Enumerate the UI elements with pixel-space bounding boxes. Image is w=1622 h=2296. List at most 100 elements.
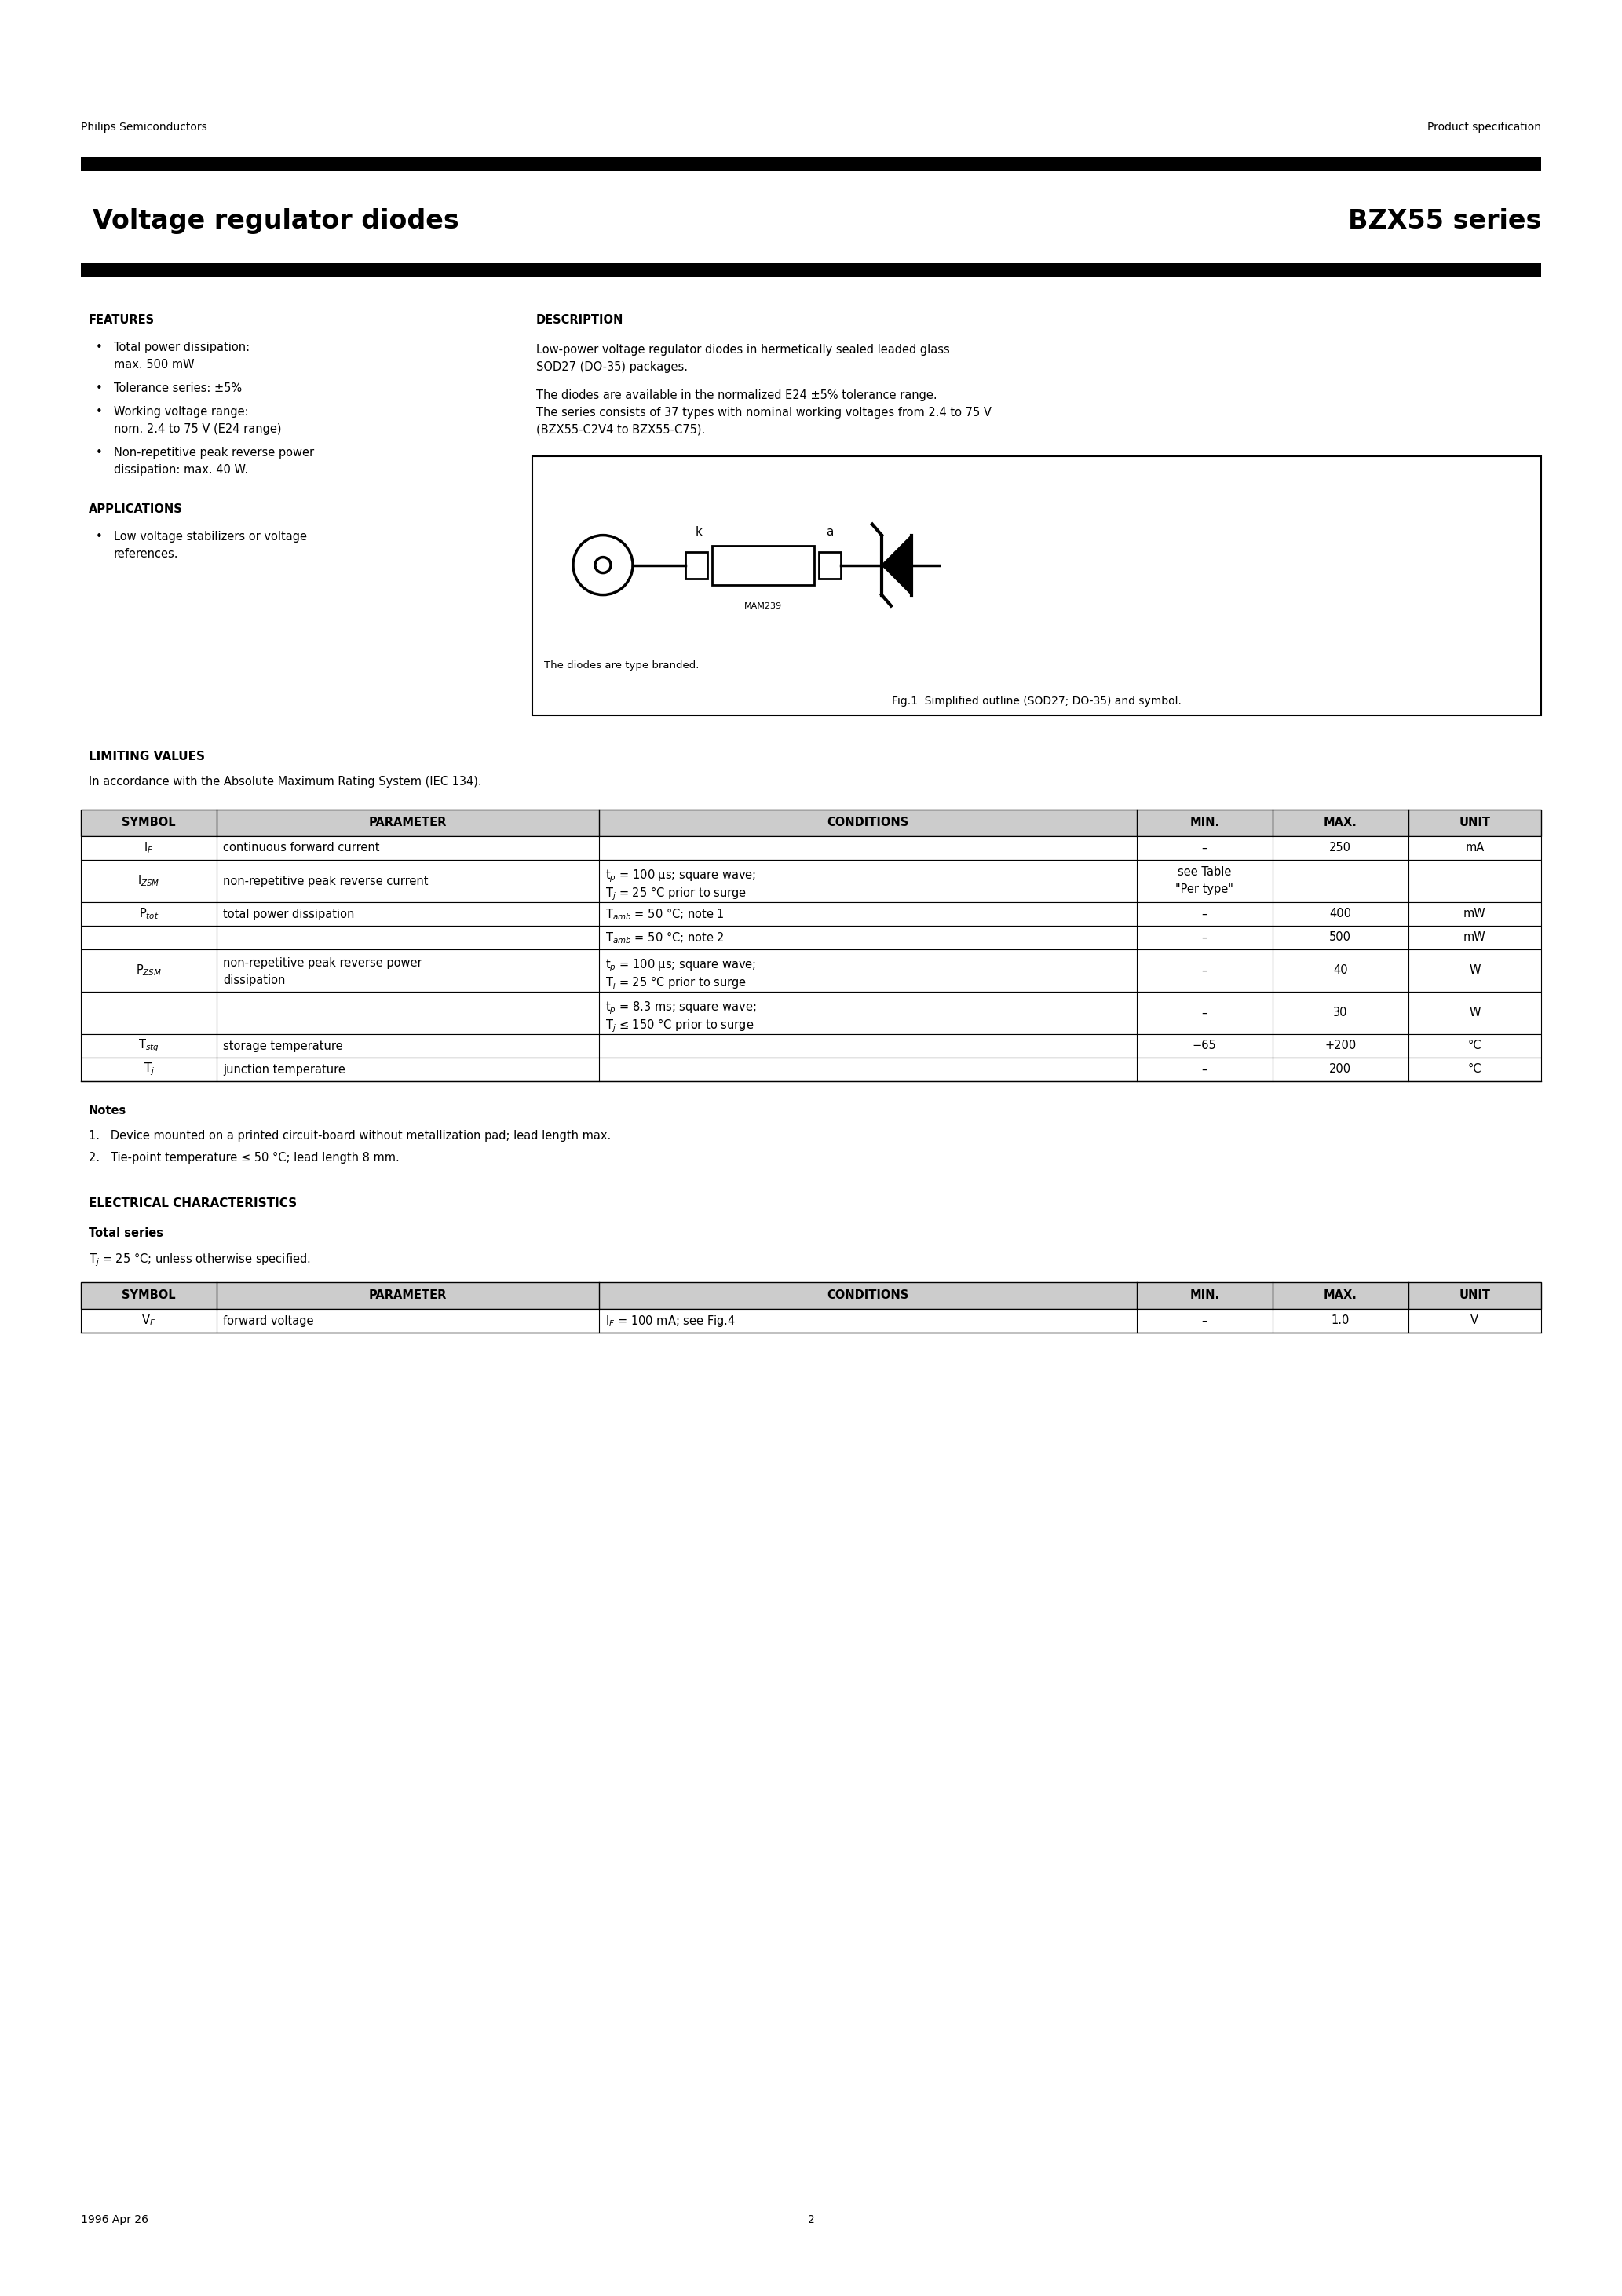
- Text: BZX55 series: BZX55 series: [1348, 209, 1541, 234]
- Bar: [686, 551, 707, 579]
- Text: PARAMETER: PARAMETER: [368, 817, 448, 829]
- Text: I$_{ZSM}$: I$_{ZSM}$: [138, 875, 161, 889]
- Text: k: k: [696, 526, 702, 537]
- Text: 400: 400: [1330, 909, 1351, 921]
- Text: W: W: [1470, 964, 1481, 976]
- Text: 1.0: 1.0: [1332, 1316, 1350, 1327]
- Text: •: •: [96, 383, 102, 395]
- Text: –: –: [1202, 909, 1207, 921]
- Bar: [81, 925, 1541, 948]
- Text: Non-repetitive peak reverse power: Non-repetitive peak reverse power: [114, 448, 315, 459]
- Text: PARAMETER: PARAMETER: [368, 1290, 448, 1302]
- Text: a: a: [826, 526, 834, 537]
- Text: The series consists of 37 types with nominal working voltages from 2.4 to 75 V: The series consists of 37 types with nom…: [537, 406, 991, 418]
- Text: Working voltage range:: Working voltage range:: [114, 406, 248, 418]
- Text: forward voltage: forward voltage: [222, 1316, 313, 1327]
- Text: MIN.: MIN.: [1189, 1290, 1220, 1302]
- Text: V$_F$: V$_F$: [141, 1313, 156, 1327]
- Text: −65: −65: [1192, 1040, 1216, 1052]
- Text: storage temperature: storage temperature: [222, 1040, 342, 1052]
- Text: MAX.: MAX.: [1324, 817, 1358, 829]
- Text: non-repetitive peak reverse power: non-repetitive peak reverse power: [222, 957, 422, 969]
- Text: 2: 2: [808, 2213, 814, 2225]
- Text: MIN.: MIN.: [1189, 817, 1220, 829]
- Text: t$_p$ = 100 μs; square wave;: t$_p$ = 100 μs; square wave;: [605, 868, 756, 884]
- Text: (BZX55-C2V4 to BZX55-C75).: (BZX55-C2V4 to BZX55-C75).: [537, 425, 706, 436]
- Text: In accordance with the Absolute Maximum Rating System (IEC 134).: In accordance with the Absolute Maximum …: [89, 776, 482, 788]
- Text: mW: mW: [1463, 909, 1486, 921]
- Bar: [81, 992, 1541, 1033]
- Bar: [81, 836, 1541, 859]
- Text: 1996 Apr 26: 1996 Apr 26: [81, 2213, 148, 2225]
- Text: W: W: [1470, 1008, 1481, 1019]
- Bar: [81, 1309, 1541, 1332]
- Text: UNIT: UNIT: [1460, 817, 1491, 829]
- Bar: [81, 948, 1541, 992]
- Text: mA: mA: [1465, 843, 1484, 854]
- Text: junction temperature: junction temperature: [222, 1063, 345, 1075]
- Text: max. 500 mW: max. 500 mW: [114, 358, 195, 370]
- Bar: [81, 810, 1541, 836]
- Text: UNIT: UNIT: [1460, 1290, 1491, 1302]
- Text: The diodes are type branded.: The diodes are type branded.: [543, 661, 699, 670]
- Text: 250: 250: [1330, 843, 1351, 854]
- Bar: [81, 1033, 1541, 1058]
- Text: MAM239: MAM239: [744, 602, 782, 611]
- Bar: [81, 859, 1541, 902]
- Text: Low-power voltage regulator diodes in hermetically sealed leaded glass: Low-power voltage regulator diodes in he…: [537, 344, 950, 356]
- Text: –: –: [1202, 932, 1207, 944]
- Text: Product specification: Product specification: [1427, 122, 1541, 133]
- Text: non-repetitive peak reverse current: non-repetitive peak reverse current: [222, 875, 428, 886]
- Text: T$_j$ ≤ 150 °C prior to surge: T$_j$ ≤ 150 °C prior to surge: [605, 1017, 754, 1033]
- Text: see Table: see Table: [1178, 866, 1231, 877]
- Text: Total series: Total series: [89, 1228, 164, 1240]
- Text: T$_{amb}$ = 50 °C; note 2: T$_{amb}$ = 50 °C; note 2: [605, 930, 725, 946]
- Text: dissipation: dissipation: [222, 974, 285, 987]
- Text: "Per type": "Per type": [1176, 884, 1234, 895]
- Text: P$_{ZSM}$: P$_{ZSM}$: [136, 964, 162, 978]
- Text: LIMITING VALUES: LIMITING VALUES: [89, 751, 204, 762]
- Text: SOD27 (DO-35) packages.: SOD27 (DO-35) packages.: [537, 360, 688, 372]
- Bar: [81, 264, 1541, 278]
- Text: continuous forward current: continuous forward current: [222, 843, 380, 854]
- Text: °C: °C: [1468, 1063, 1481, 1075]
- Bar: [81, 1281, 1541, 1309]
- Text: 1.   Device mounted on a printed circuit-board without metallization pad; lead l: 1. Device mounted on a printed circuit-b…: [89, 1130, 611, 1141]
- Text: •: •: [96, 406, 102, 418]
- Text: I$_F$: I$_F$: [144, 840, 154, 856]
- Bar: [712, 546, 814, 585]
- Text: total power dissipation: total power dissipation: [222, 909, 354, 921]
- Text: MAX.: MAX.: [1324, 1290, 1358, 1302]
- Text: Notes: Notes: [89, 1104, 127, 1116]
- Text: Low voltage stabilizers or voltage: Low voltage stabilizers or voltage: [114, 530, 307, 542]
- Text: t$_p$ = 8.3 ms; square wave;: t$_p$ = 8.3 ms; square wave;: [605, 999, 756, 1015]
- Text: dissipation: max. 40 W.: dissipation: max. 40 W.: [114, 464, 248, 475]
- Text: •: •: [96, 530, 102, 542]
- Text: •: •: [96, 448, 102, 459]
- Text: The diodes are available in the normalized E24 ±5% tolerance range.: The diodes are available in the normaliz…: [537, 390, 938, 402]
- Text: 500: 500: [1330, 932, 1351, 944]
- Bar: [81, 156, 1541, 172]
- Text: Philips Semiconductors: Philips Semiconductors: [81, 122, 208, 133]
- Text: –: –: [1202, 1008, 1207, 1019]
- Text: APPLICATIONS: APPLICATIONS: [89, 503, 183, 514]
- Text: T$_{stg}$: T$_{stg}$: [138, 1038, 159, 1054]
- Text: T$_j$ = 25 °C prior to surge: T$_j$ = 25 °C prior to surge: [605, 974, 748, 992]
- Text: I$_F$ = 100 mA; see Fig.4: I$_F$ = 100 mA; see Fig.4: [605, 1313, 736, 1327]
- Text: SYMBOL: SYMBOL: [122, 1290, 175, 1302]
- Text: T$_j$ = 25 °C prior to surge: T$_j$ = 25 °C prior to surge: [605, 884, 748, 902]
- Text: Tolerance series: ±5%: Tolerance series: ±5%: [114, 383, 242, 395]
- Text: T$_j$ = 25 °C; unless otherwise specified.: T$_j$ = 25 °C; unless otherwise specifie…: [89, 1251, 311, 1267]
- Bar: [81, 1058, 1541, 1081]
- Text: 2.   Tie-point temperature ≤ 50 °C; lead length 8 mm.: 2. Tie-point temperature ≤ 50 °C; lead l…: [89, 1153, 399, 1164]
- Text: mW: mW: [1463, 932, 1486, 944]
- Text: 40: 40: [1333, 964, 1348, 976]
- Text: Fig.1  Simplified outline (SOD27; DO-35) and symbol.: Fig.1 Simplified outline (SOD27; DO-35) …: [892, 696, 1181, 707]
- Text: CONDITIONS: CONDITIONS: [827, 817, 908, 829]
- Text: °C: °C: [1468, 1040, 1481, 1052]
- Text: –: –: [1202, 843, 1207, 854]
- Text: 30: 30: [1333, 1008, 1348, 1019]
- Text: –: –: [1202, 964, 1207, 976]
- Bar: [81, 902, 1541, 925]
- Text: –: –: [1202, 1063, 1207, 1075]
